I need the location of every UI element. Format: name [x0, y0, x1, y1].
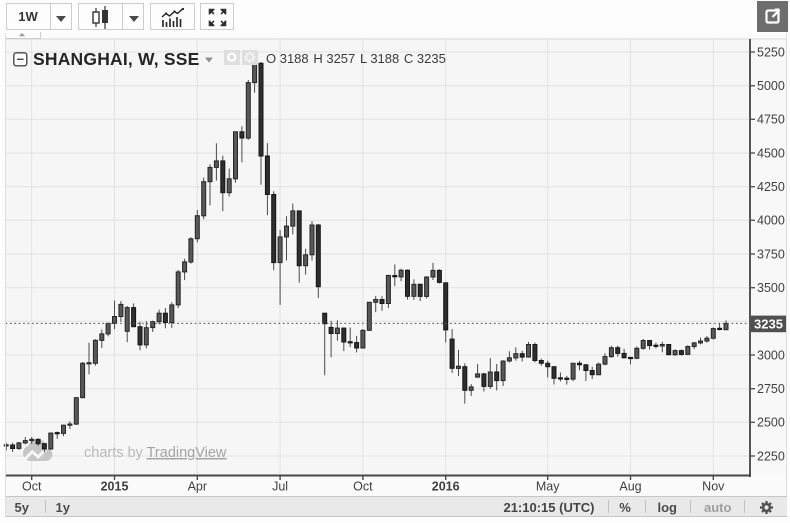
svg-text:2250: 2250 [757, 449, 785, 463]
svg-text:2016: 2016 [432, 480, 460, 494]
svg-text:2015: 2015 [101, 480, 129, 494]
svg-text:4000: 4000 [757, 214, 785, 228]
svg-text:Aug: Aug [619, 480, 641, 494]
svg-text:3235: 3235 [754, 316, 783, 331]
svg-text:Nov: Nov [702, 480, 725, 494]
svg-text:4500: 4500 [757, 146, 785, 160]
svg-text:5250: 5250 [757, 45, 785, 59]
svg-text:5000: 5000 [757, 79, 785, 93]
svg-text:3500: 3500 [757, 281, 785, 295]
svg-text:3750: 3750 [757, 247, 785, 261]
svg-text:Oct: Oct [22, 480, 42, 494]
svg-text:3000: 3000 [757, 348, 785, 362]
svg-text:2500: 2500 [757, 416, 785, 430]
svg-text:4250: 4250 [757, 180, 785, 194]
svg-text:Oct: Oct [353, 480, 373, 494]
svg-text:Apr: Apr [188, 480, 207, 494]
svg-text:Jul: Jul [272, 480, 288, 494]
svg-text:charts by TradingView: charts by TradingView [84, 445, 227, 461]
svg-text:May: May [536, 480, 560, 494]
svg-text:4750: 4750 [757, 113, 785, 127]
svg-text:2750: 2750 [757, 382, 785, 396]
